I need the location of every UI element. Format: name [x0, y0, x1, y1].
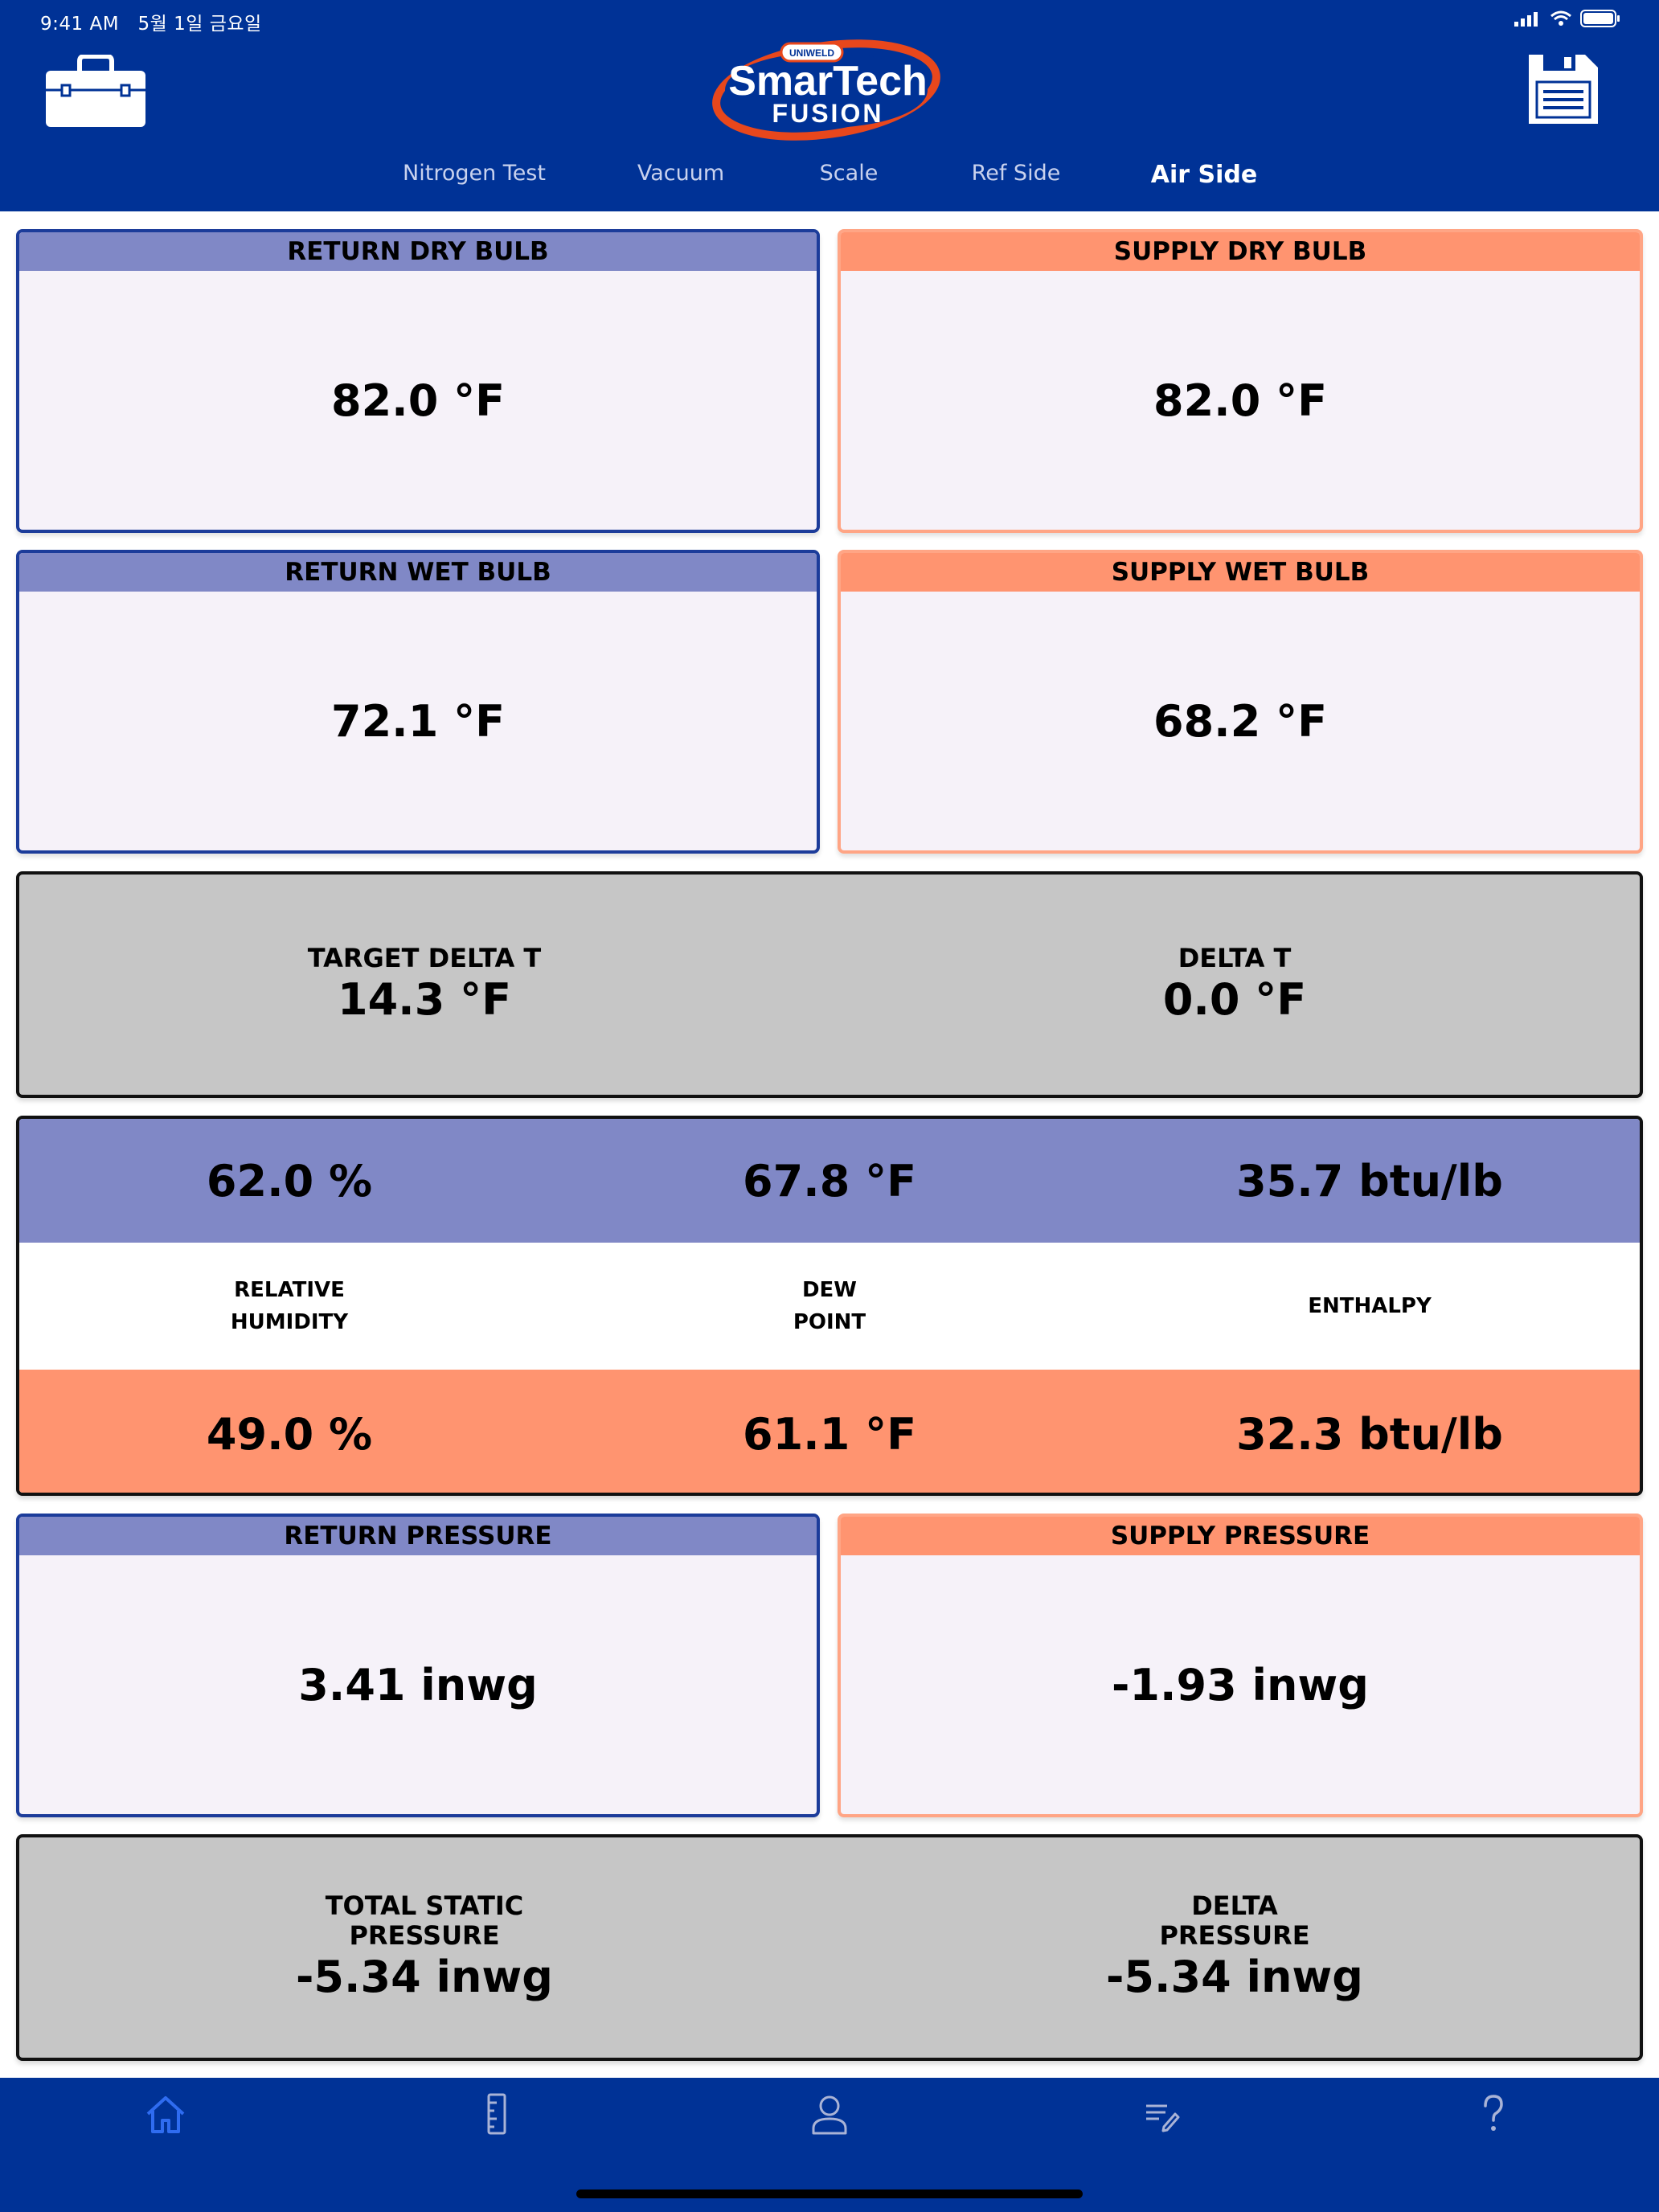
- home-icon[interactable]: [141, 2090, 190, 2138]
- toolbox-icon[interactable]: [44, 55, 147, 129]
- return-pressure-label: RETURN PRESSURE: [19, 1517, 817, 1555]
- return-relative-humidity: 62.0 %: [206, 1155, 373, 1206]
- return-pressure-card[interactable]: RETURN PRESSURE 3.41 inwg: [16, 1514, 820, 1817]
- return-wet-bulb-label: RETURN WET BULB: [19, 553, 817, 592]
- signal-icon: [1514, 12, 1538, 27]
- status-date: 5월 1일 금요일: [137, 14, 262, 35]
- return-enthalpy: 35.7 btu/lb: [1236, 1155, 1503, 1206]
- delta-t-label: DELTA T: [1178, 942, 1292, 973]
- tab-nitrogen-test[interactable]: Nitrogen Test: [403, 161, 546, 186]
- relative-humidity-label: RELATIVE HUMIDITY: [230, 1278, 349, 1334]
- supply-enthalpy: 32.3 btu/lb: [1236, 1409, 1503, 1460]
- logo-brand: SmarTech: [728, 58, 928, 104]
- status-icons: [1514, 10, 1620, 27]
- pressure-summary: TOTAL STATIC PRESSURE -5.34 inwg DELTA PRE…: [16, 1834, 1643, 2061]
- supply-wet-bulb-card[interactable]: SUPPLY WET BULB 68.2 °F: [838, 550, 1643, 854]
- enthalpy-label: ENTHALPY: [1308, 1294, 1432, 1318]
- supply-dew-point: 61.1 °F: [743, 1409, 916, 1460]
- edit-list-icon[interactable]: [1137, 2090, 1185, 2138]
- return-dry-bulb-card[interactable]: RETURN DRY BULB 82.0 °F: [16, 229, 820, 533]
- supply-dry-bulb-value: 82.0 °F: [1153, 375, 1327, 426]
- home-indicator[interactable]: [576, 2189, 1083, 2198]
- psychrometric-table: 62.0 % 67.8 °F 35.7 btu/lb RELATIVE HUMID…: [16, 1116, 1643, 1496]
- tab-air-side[interactable]: Air Side: [1150, 161, 1258, 189]
- supply-pressure-card[interactable]: SUPPLY PRESSURE -1.93 inwg: [838, 1514, 1643, 1817]
- return-wet-bulb-value: 72.1 °F: [331, 695, 505, 747]
- tab-bar: Nitrogen Test Vacuum Scale Ref Side Air …: [0, 161, 1659, 195]
- total-static-pressure: TOTAL STATIC PRESSURE -5.34 inwg: [19, 1837, 830, 2058]
- smartech-fusion-logo: UNIWELD SmarTech FUSION: [712, 39, 940, 141]
- return-dry-bulb-value: 82.0 °F: [331, 375, 505, 426]
- delta-t: DELTA T 0.0 °F: [830, 875, 1640, 1095]
- target-delta-t-label: TARGET DELTA T: [307, 942, 542, 973]
- ruler-icon[interactable]: [473, 2090, 521, 2138]
- delta-t-summary: TARGET DELTA T 14.3 °F DELTA T 0.0 °F: [16, 871, 1643, 1098]
- supply-psychro-row: 49.0 % 61.1 °F 32.3 btu/lb: [19, 1370, 1640, 1493]
- battery-icon: [1580, 10, 1620, 27]
- logo-badge: UNIWELD: [789, 47, 834, 59]
- supply-dry-bulb-card[interactable]: SUPPLY DRY BULB 82.0 °F: [838, 229, 1643, 533]
- logo-sub: FUSION: [772, 99, 884, 128]
- delta-pressure-label: DELTA PRESSURE: [1159, 1890, 1310, 1951]
- psychro-labels-row: RELATIVE HUMIDITY DEW POINT ENTHALPY: [19, 1243, 1640, 1370]
- help-icon[interactable]: [1469, 2090, 1518, 2138]
- supply-pressure-label: SUPPLY PRESSURE: [841, 1517, 1640, 1555]
- supply-pressure-value: -1.93 inwg: [1112, 1659, 1369, 1710]
- total-static-pressure-value: -5.34 inwg: [296, 1952, 553, 2002]
- total-static-pressure-label: TOTAL STATIC PRESSURE: [325, 1890, 524, 1951]
- supply-wet-bulb-value: 68.2 °F: [1153, 695, 1327, 747]
- supply-wet-bulb-label: SUPPLY WET BULB: [841, 553, 1640, 592]
- status-bar-time: 9:41 AM 5월 1일 금요일: [40, 8, 262, 35]
- target-delta-t-value: 14.3 °F: [338, 973, 511, 1025]
- return-pressure-value: 3.41 inwg: [298, 1659, 538, 1710]
- target-delta-t: TARGET DELTA T 14.3 °F: [19, 875, 830, 1095]
- return-dry-bulb-label: RETURN DRY BULB: [19, 232, 817, 271]
- supply-dry-bulb-label: SUPPLY DRY BULB: [841, 232, 1640, 271]
- status-time: 9:41 AM: [40, 14, 120, 35]
- return-dew-point: 67.8 °F: [743, 1155, 916, 1206]
- dew-point-label: DEW POINT: [793, 1278, 866, 1334]
- return-wet-bulb-card[interactable]: RETURN WET BULB 72.1 °F: [16, 550, 820, 854]
- delta-t-value: 0.0 °F: [1162, 973, 1307, 1025]
- wifi-icon: [1550, 10, 1571, 26]
- delta-pressure-value: -5.34 inwg: [1106, 1952, 1363, 2002]
- app-header: 9:41 AM 5월 1일 금요일 UNIWELD SmarTech FUSIO: [0, 0, 1659, 211]
- tab-vacuum[interactable]: Vacuum: [637, 161, 725, 186]
- tab-scale[interactable]: Scale: [819, 161, 879, 186]
- tab-ref-side[interactable]: Ref Side: [971, 161, 1061, 186]
- return-psychro-row: 62.0 % 67.8 °F 35.7 btu/lb: [19, 1119, 1640, 1243]
- profile-icon[interactable]: [805, 2090, 854, 2138]
- supply-relative-humidity: 49.0 %: [206, 1409, 373, 1460]
- delta-pressure: DELTA PRESSURE -5.34 inwg: [830, 1837, 1640, 2058]
- save-icon[interactable]: [1527, 53, 1600, 125]
